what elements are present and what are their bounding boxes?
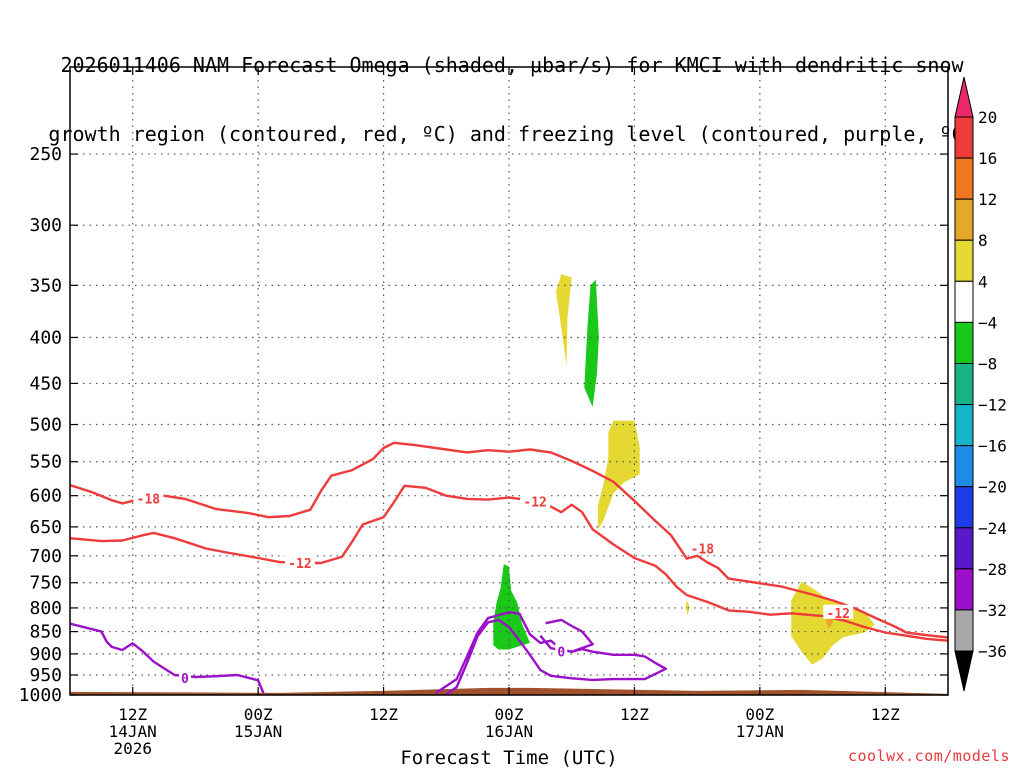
colorbar-segment-0 — [954, 116, 974, 159]
omega-shade-3 — [493, 564, 530, 650]
x-tick-label-6-2: 2026 — [113, 739, 152, 758]
omega-shade-2 — [597, 420, 640, 530]
colorbar-label-2: 12 — [978, 190, 997, 209]
y-tick-label-750: 750 — [29, 573, 62, 594]
temp-label-bg-3 — [823, 604, 854, 619]
chart-title-line1: 2026011406 NAM Forecast Omega (shaded, μ… — [60, 53, 964, 77]
y-tick-label-950: 950 — [29, 665, 62, 686]
y-tick-label-600: 600 — [29, 486, 62, 507]
y-tick-label-350: 350 — [29, 275, 62, 296]
colorbar-segment-6 — [954, 362, 974, 406]
colorbar-segment-11 — [954, 568, 974, 611]
colorbar-segment-4 — [954, 280, 974, 323]
y-tick-label-300: 300 — [29, 215, 62, 236]
x-tick-label-54-0: 12Z — [620, 705, 649, 724]
temp-label-bg-4 — [687, 540, 718, 555]
freezing-contour-label-1: 0 — [557, 646, 565, 661]
freezing-label-bg-1 — [555, 643, 568, 658]
freezing-contour-label-0: 0 — [181, 672, 189, 687]
freezing-contour-2 — [539, 618, 594, 653]
x-tick-label-6-1: 14JAN — [109, 722, 157, 741]
x-tick-label-6-0: 12Z — [118, 705, 147, 724]
site-credit[interactable]: coolwx.com/models — [847, 747, 1010, 765]
colorbar-label-9: −20 — [978, 478, 1007, 497]
x-tick-label-30-0: 12Z — [369, 705, 398, 724]
colorbar-segment-10 — [954, 527, 974, 570]
x-tick-label-66-0: 00Z — [745, 705, 774, 724]
x-tick-label-42-0: 00Z — [495, 705, 524, 724]
temp-label-bg-1 — [284, 555, 315, 570]
temp-contour-label-4: -18 — [691, 543, 715, 558]
colorbar-label-0: 20 — [978, 108, 997, 127]
y-tick-label-700: 700 — [29, 546, 62, 567]
omega-shade-5 — [791, 581, 875, 665]
temp-contour-0 — [70, 441, 948, 639]
y-tick-label-250: 250 — [29, 144, 62, 165]
colorbar-label-7: −12 — [978, 396, 1007, 415]
colorbar-label-11: −28 — [978, 560, 1007, 579]
x-tick-label-42-1: 16JAN — [485, 722, 533, 741]
colorbar-label-4: 4 — [978, 272, 988, 291]
colorbar-bottom-arrow — [954, 650, 974, 692]
y-tick-label-850: 850 — [29, 622, 62, 643]
colorbar-segment-5 — [954, 321, 974, 364]
colorbar-segment-1 — [954, 157, 974, 200]
colorbar-segment-7 — [954, 404, 974, 447]
colorbar-label-10: −24 — [978, 519, 1007, 538]
y-tick-label-1000: 1000 — [19, 685, 62, 706]
colorbar-label-6: −8 — [978, 354, 997, 373]
temp-contour-label-3: -12 — [827, 607, 850, 622]
chart-title: 2026011406 NAM Forecast Omega (shaded, μ… — [0, 8, 1024, 169]
colorbar-segment-3 — [954, 239, 974, 282]
x-tick-label-66-1: 17JAN — [736, 722, 784, 741]
omega-shade-0 — [556, 274, 572, 366]
temp-contour-label-2: -12 — [523, 495, 546, 510]
colorbar-segment-9 — [954, 486, 974, 529]
colorbar-segment-12 — [954, 609, 974, 652]
colorbar-label-12: −32 — [978, 601, 1007, 620]
x-tick-label-78-0: 12Z — [871, 705, 900, 724]
omega-shade-1 — [584, 279, 599, 407]
y-tick-label-800: 800 — [29, 598, 62, 619]
colorbar-top-arrow — [954, 76, 974, 118]
freezing-contour-1 — [435, 611, 667, 695]
x-axis-label: Forecast Time (UTC) — [400, 747, 617, 768]
y-tick-label-450: 450 — [29, 373, 62, 394]
freezing-contour-0 — [70, 622, 265, 694]
colorbar-label-5: −4 — [978, 313, 997, 332]
colorbar-label-3: 8 — [978, 231, 988, 250]
colorbar-segment-2 — [954, 198, 974, 241]
y-tick-label-400: 400 — [29, 327, 62, 348]
x-tick-label-18-0: 00Z — [244, 705, 273, 724]
temp-contour-label-0: -18 — [137, 492, 161, 507]
colorbar-segment-8 — [954, 445, 974, 488]
temp-contour-label-1: -12 — [288, 557, 311, 572]
y-tick-label-650: 650 — [29, 517, 62, 538]
temp-label-bg-2 — [520, 493, 551, 508]
colorbar-label-13: −36 — [978, 642, 1007, 661]
chart-title-line2: growth region (contoured, red, ºC) and f… — [48, 122, 976, 146]
plot-area: -18 -12 -12 -12 -18 0 0 — [70, 67, 948, 695]
y-tick-label-900: 900 — [29, 644, 62, 665]
x-tick-label-18-1: 15JAN — [234, 722, 282, 741]
y-tick-label-550: 550 — [29, 452, 62, 473]
colorbar-label-1: 16 — [978, 149, 997, 168]
y-tick-label-500: 500 — [29, 415, 62, 436]
colorbar-label-8: −16 — [978, 437, 1007, 456]
temp-label-bg-0 — [133, 490, 164, 505]
freezing-label-bg-0 — [178, 669, 191, 684]
